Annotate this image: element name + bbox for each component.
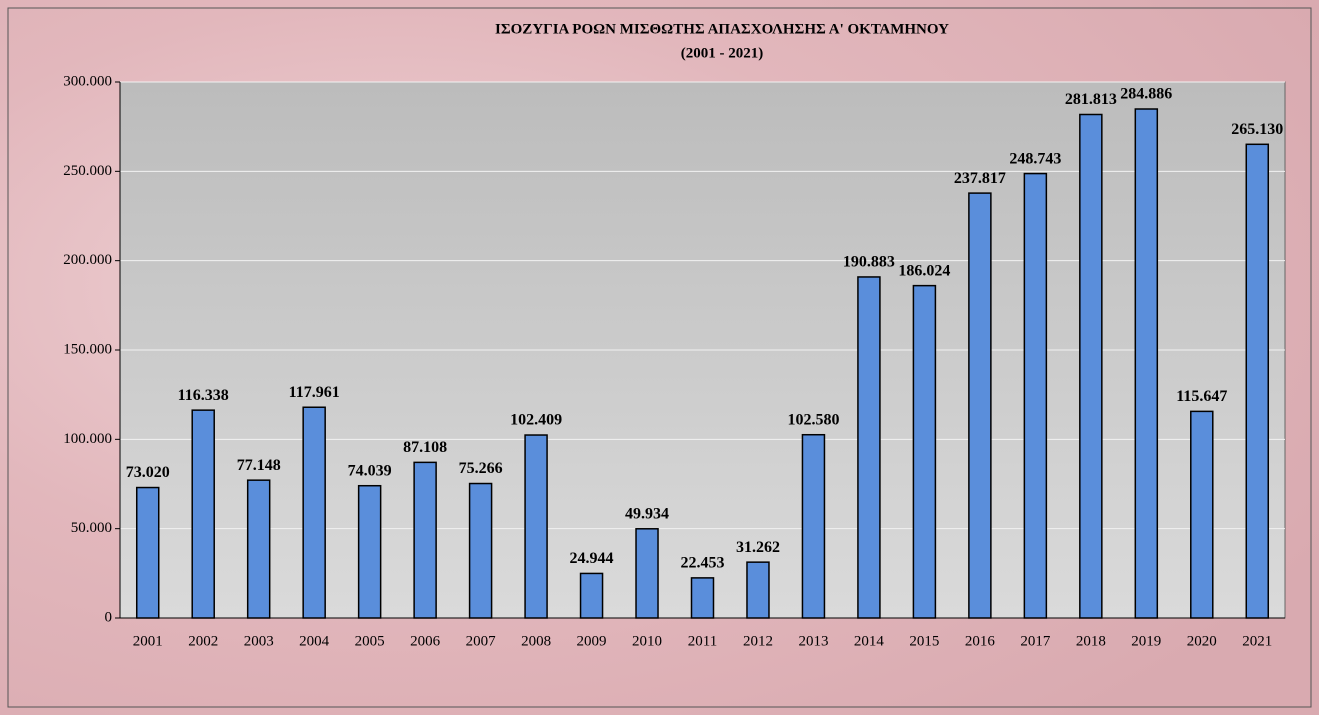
x-tick-label: 2002 (188, 633, 218, 649)
value-label: 265.130 (1231, 121, 1283, 138)
bar (1245, 143, 1270, 619)
x-tick-label: 2004 (299, 633, 330, 649)
x-tick-label: 2013 (798, 633, 828, 649)
bar (1023, 172, 1048, 619)
bar (857, 276, 881, 619)
bar (801, 433, 826, 619)
value-label: 117.961 (289, 384, 340, 401)
bar (413, 461, 437, 619)
x-tick-label: 2018 (1076, 633, 1106, 649)
x-tick-label: 2014 (854, 633, 885, 649)
chart-subtitle: (2001 - 2021) (681, 45, 764, 61)
value-label: 31.262 (736, 539, 780, 556)
value-label: 190.883 (843, 254, 895, 271)
x-tick-label: 2009 (577, 633, 607, 649)
value-label: 22.453 (681, 555, 725, 572)
y-tick-label: 0 (105, 609, 113, 625)
x-tick-label: 2020 (1187, 633, 1217, 649)
x-tick-label: 2001 (133, 633, 163, 649)
value-label: 75.266 (459, 460, 503, 477)
value-label: 102.580 (787, 411, 839, 428)
bar (1134, 108, 1159, 619)
y-tick-label: 50.000 (71, 520, 112, 536)
bar (579, 572, 604, 619)
value-label: 186.024 (898, 262, 950, 279)
chart-title: ΙΣΟΖΥΓΙΑ ΡΟΩΝ ΜΙΣΘΩΤΗΣ ΑΠΑΣΧΟΛΗΣΗΣ Α' ΟΚ… (495, 21, 949, 37)
value-label: 237.817 (954, 170, 1006, 187)
bar (524, 434, 548, 619)
bar (690, 577, 715, 619)
value-label: 73.020 (126, 464, 170, 481)
bar (968, 192, 992, 619)
bar (302, 406, 326, 619)
bar (746, 561, 770, 619)
y-tick-label: 150.000 (63, 341, 112, 357)
value-label: 284.886 (1120, 86, 1172, 103)
x-tick-label: 2007 (466, 633, 497, 649)
bar (1190, 410, 1214, 619)
x-tick-label: 2011 (688, 633, 717, 649)
value-label: 281.813 (1065, 91, 1117, 108)
y-tick-label: 300.000 (63, 73, 112, 89)
value-label: 74.039 (348, 462, 392, 479)
value-label: 116.338 (178, 387, 229, 404)
bar (468, 482, 493, 619)
x-tick-label: 2021 (1242, 633, 1272, 649)
bar (191, 409, 215, 619)
x-tick-label: 2008 (521, 633, 551, 649)
y-tick-label: 200.000 (63, 252, 112, 268)
x-tick-label: 2012 (743, 633, 773, 649)
value-label: 24.944 (570, 550, 614, 567)
x-tick-label: 2016 (965, 633, 996, 649)
x-tick-label: 2010 (632, 633, 662, 649)
bar (357, 484, 382, 619)
x-tick-label: 2003 (244, 633, 274, 649)
bar (246, 479, 271, 619)
x-tick-label: 2005 (355, 633, 385, 649)
x-tick-label: 2017 (1020, 633, 1051, 649)
value-label: 248.743 (1009, 150, 1061, 167)
value-label: 115.647 (1176, 388, 1227, 405)
value-label: 49.934 (625, 505, 669, 522)
y-tick-label: 250.000 (63, 163, 112, 179)
y-tick-label: 100.000 (63, 431, 112, 447)
bar (1079, 113, 1103, 619)
bar (135, 486, 160, 619)
x-tick-label: 2015 (909, 633, 939, 649)
value-label: 87.108 (403, 439, 447, 456)
x-tick-label: 2019 (1131, 633, 1161, 649)
bar (912, 284, 937, 619)
value-label: 77.148 (237, 457, 281, 474)
x-tick-label: 2006 (410, 633, 441, 649)
frame (7, 7, 1312, 708)
value-label: 102.409 (510, 412, 562, 429)
bar (635, 528, 659, 619)
